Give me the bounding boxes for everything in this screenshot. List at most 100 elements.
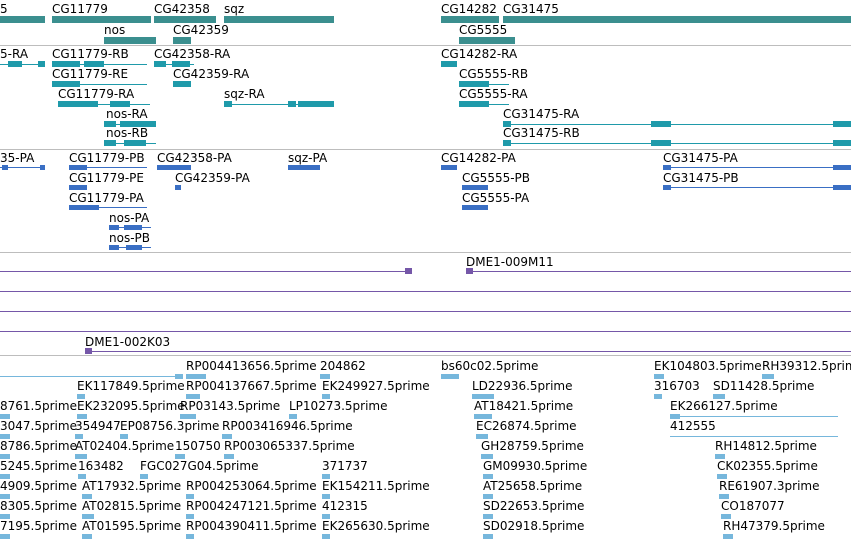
- est-label[interactable]: 412315: [322, 499, 368, 513]
- gene-label[interactable]: 5: [0, 2, 8, 16]
- protein-exon[interactable]: [124, 225, 142, 230]
- est-glyph[interactable]: [289, 414, 297, 419]
- gene-label[interactable]: CG5555: [459, 23, 508, 37]
- est-glyph[interactable]: [670, 414, 680, 419]
- est-label[interactable]: FGC027G04.5prime: [140, 459, 259, 473]
- est-label[interactable]: AT02404.5prime: [75, 439, 175, 453]
- est-glyph[interactable]: [186, 494, 194, 499]
- est-label[interactable]: RP004253064.5prime: [186, 479, 317, 493]
- est-glyph[interactable]: [654, 374, 664, 379]
- est-glyph[interactable]: [483, 514, 493, 519]
- est-label[interactable]: RP003065337.5prime: [224, 439, 355, 453]
- est-label[interactable]: SD11428.5prime: [713, 379, 815, 393]
- est-label[interactable]: RP03143.5prime: [180, 399, 281, 413]
- est-label[interactable]: EK249927.5prime: [322, 379, 430, 393]
- est-glyph[interactable]: [78, 474, 86, 479]
- est-glyph[interactable]: [222, 434, 232, 439]
- protein-label[interactable]: CG11779-PB: [69, 151, 145, 165]
- est-glyph[interactable]: [322, 394, 330, 399]
- est-label[interactable]: CO187077: [721, 499, 785, 513]
- protein-exon[interactable]: [157, 165, 191, 170]
- est-label[interactable]: AT02815.5prime: [82, 499, 182, 513]
- transcript-exon[interactable]: [84, 61, 104, 67]
- est-label[interactable]: GM09930.5prime: [483, 459, 588, 473]
- clone-label[interactable]: DME1-002K03: [85, 335, 171, 349]
- protein-exon[interactable]: [109, 245, 119, 250]
- transcript-exon[interactable]: [124, 140, 146, 146]
- est-label[interactable]: AT25658.5prime: [483, 479, 583, 493]
- est-label[interactable]: 412555: [670, 419, 716, 433]
- protein-label[interactable]: CG11779-PA: [69, 191, 144, 205]
- protein-exon[interactable]: [69, 165, 87, 170]
- est-glyph[interactable]: [322, 474, 330, 479]
- est-label[interactable]: 150750: [175, 439, 221, 453]
- est-label[interactable]: RH39312.5prime: [762, 359, 851, 373]
- est-glyph[interactable]: [175, 374, 183, 379]
- est-label[interactable]: EK232095.5prime: [77, 399, 185, 413]
- protein-label[interactable]: CG31475-PA: [663, 151, 738, 165]
- est-glyph[interactable]: [0, 474, 10, 479]
- clone-line[interactable]: [466, 271, 851, 272]
- gene-glyph[interactable]: [441, 16, 499, 23]
- est-glyph[interactable]: [717, 474, 727, 479]
- est-glyph[interactable]: [322, 534, 330, 539]
- clone-line[interactable]: [0, 271, 412, 272]
- est-label[interactable]: RP004137667.5prime: [186, 379, 317, 393]
- est-label[interactable]: AT18421.5prime: [474, 399, 574, 413]
- gene-glyph[interactable]: [154, 16, 216, 23]
- est-glyph[interactable]: [0, 434, 10, 439]
- transcript-label[interactable]: CG11779-RB: [52, 47, 129, 61]
- est-glyph[interactable]: [120, 434, 128, 439]
- transcript-exon[interactable]: [503, 121, 511, 127]
- transcript-label[interactable]: CG5555-RB: [459, 67, 529, 81]
- transcript-exon[interactable]: [120, 121, 156, 127]
- protein-exon[interactable]: [663, 185, 671, 190]
- est-label[interactable]: 204862: [320, 359, 366, 373]
- est-label[interactable]: 371737: [322, 459, 368, 473]
- protein-label[interactable]: CG5555-PB: [462, 171, 531, 185]
- gene-glyph[interactable]: [459, 37, 515, 44]
- protein-label[interactable]: CG11779-PE: [69, 171, 144, 185]
- protein-exon[interactable]: [175, 185, 181, 190]
- transcript-exon[interactable]: [38, 61, 45, 67]
- est-label[interactable]: SD02918.5prime: [483, 519, 585, 533]
- protein-exon[interactable]: [69, 205, 99, 210]
- est-label[interactable]: 354947: [75, 419, 121, 433]
- est-glyph[interactable]: [186, 374, 206, 379]
- est-glyph[interactable]: [322, 494, 330, 499]
- gene-label[interactable]: CG42358: [154, 2, 210, 16]
- est-glyph[interactable]: [723, 534, 733, 539]
- clone-line[interactable]: [0, 291, 851, 292]
- protein-exon[interactable]: [109, 225, 119, 230]
- protein-exon[interactable]: [663, 165, 671, 170]
- est-label[interactable]: 8305.5prime: [0, 499, 77, 513]
- gene-glyph[interactable]: [224, 16, 334, 23]
- transcript-exon[interactable]: [288, 101, 296, 107]
- est-glyph[interactable]: [721, 514, 731, 519]
- transcript-exon[interactable]: [651, 121, 671, 127]
- protein-exon[interactable]: [833, 165, 851, 170]
- est-glyph[interactable]: [140, 474, 148, 479]
- est-label[interactable]: EC26874.5prime: [476, 419, 577, 433]
- protein-exon[interactable]: [462, 185, 488, 190]
- est-glyph[interactable]: [481, 454, 493, 459]
- protein-exon[interactable]: [69, 185, 87, 190]
- est-label[interactable]: SD22653.5prime: [483, 499, 585, 513]
- protein-label[interactable]: CG5555-PA: [462, 191, 530, 205]
- est-glyph[interactable]: [186, 514, 194, 519]
- transcript-exon[interactable]: [833, 140, 851, 146]
- transcript-exon[interactable]: [833, 121, 851, 127]
- est-glyph[interactable]: [476, 434, 488, 439]
- est-glyph[interactable]: [175, 454, 185, 459]
- transcript-exon[interactable]: [224, 101, 232, 107]
- transcript-exon[interactable]: [104, 140, 116, 146]
- transcript-exon[interactable]: [110, 101, 130, 107]
- est-glyph[interactable]: [0, 514, 10, 519]
- est-label[interactable]: RP004413656.5prime: [186, 359, 317, 373]
- est-glyph[interactable]: [719, 494, 729, 499]
- protein-exon[interactable]: [126, 245, 142, 250]
- transcript-exon[interactable]: [154, 61, 166, 67]
- transcript-label[interactable]: sqz-RA: [224, 87, 265, 101]
- est-label[interactable]: EP08756.3prime: [120, 419, 220, 433]
- est-glyph[interactable]: [483, 474, 493, 479]
